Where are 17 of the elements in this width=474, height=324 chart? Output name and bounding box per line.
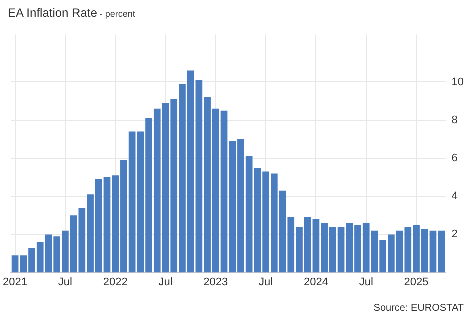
chart-title: EA Inflation Rate [8,6,98,20]
chart-subtitle: - percent [98,9,136,19]
y-tick-label: 10 [452,76,464,88]
x-tick-label: Jul [158,276,173,288]
x-tick-label: 2022 [103,276,128,288]
x-tick-label: 2025 [404,276,429,288]
x-tick-label: 2024 [304,276,328,288]
x-tick-label: 2023 [204,276,228,288]
x-tick-label: Jul [259,276,274,288]
x-tick-label: 2021 [3,276,28,288]
x-tick-label: Jul [359,276,374,288]
y-tick-label: 2 [452,228,458,241]
y-tick-label: 8 [452,114,458,126]
y-tick-label: 4 [452,190,458,203]
x-tick-label: Jul [58,276,72,288]
source-note: Source: EUROSTAT [374,303,464,314]
y-tick-label: 6 [452,152,458,164]
